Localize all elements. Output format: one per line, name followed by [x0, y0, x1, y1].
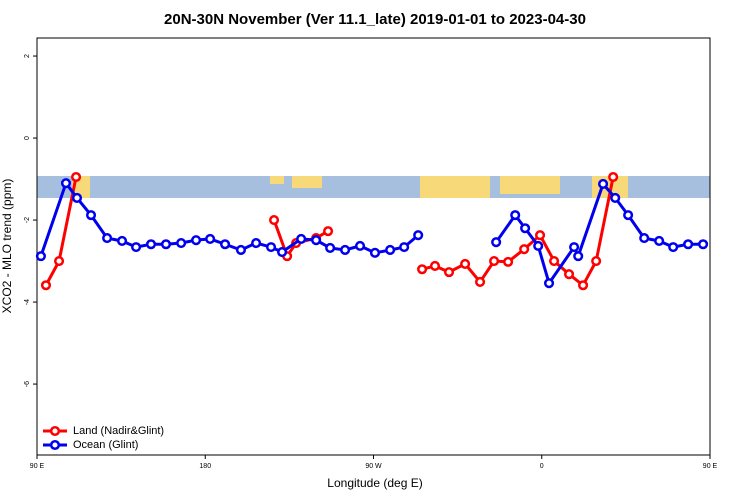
point — [176, 237, 187, 249]
point — [131, 242, 142, 253]
point — [160, 239, 172, 250]
point — [520, 223, 531, 234]
chart-title: 20N-30N November (Ver 11.1_late) 2019-01… — [164, 11, 586, 28]
point — [277, 246, 288, 258]
point — [443, 267, 455, 278]
point — [503, 256, 514, 267]
point — [325, 242, 336, 253]
point — [543, 278, 555, 289]
x-tick-label: 0 — [540, 463, 544, 470]
point — [549, 256, 560, 267]
point — [251, 237, 262, 249]
y-axis-label: XCO2 - MLO trend (ppm) — [0, 179, 14, 314]
series-line — [39, 179, 704, 287]
point — [578, 280, 589, 291]
point — [71, 171, 82, 183]
legend-marker — [49, 425, 61, 437]
point — [429, 260, 441, 272]
point — [623, 210, 634, 221]
point — [563, 269, 575, 280]
point — [296, 233, 307, 244]
point — [399, 242, 410, 253]
point — [683, 239, 694, 250]
x-axis-label: Longitude (deg E) — [327, 476, 422, 490]
y-tick-label: 0 — [24, 136, 31, 140]
point — [145, 239, 157, 250]
point — [191, 235, 202, 246]
point — [102, 233, 113, 244]
point — [573, 251, 584, 262]
point — [35, 251, 46, 262]
point — [668, 242, 679, 253]
point — [369, 247, 381, 258]
point — [608, 171, 619, 183]
point — [491, 237, 502, 248]
point — [610, 192, 621, 203]
x-tick-label: 90 W — [365, 463, 382, 470]
point — [266, 242, 277, 253]
point — [205, 233, 216, 244]
point — [311, 235, 322, 246]
point — [569, 242, 580, 253]
point — [85, 210, 97, 221]
x-tick-label: 180 — [199, 463, 211, 470]
y-tick-label: -6 — [24, 381, 31, 387]
point — [698, 239, 709, 250]
point — [519, 244, 530, 255]
point — [533, 240, 544, 251]
point — [235, 244, 247, 256]
legend-label: Land (Nadir&Glint) — [73, 425, 164, 437]
point — [268, 215, 280, 226]
point — [639, 233, 650, 244]
point — [354, 240, 366, 251]
point — [591, 256, 602, 267]
y-tick-label: -4 — [24, 299, 31, 305]
point — [535, 230, 546, 241]
point — [598, 178, 609, 190]
point — [654, 235, 665, 247]
point — [220, 239, 231, 250]
map-strip — [37, 176, 710, 198]
point — [40, 280, 52, 291]
point — [340, 244, 351, 256]
x-tick-label: 90 E — [30, 463, 45, 470]
point — [71, 192, 83, 203]
point — [460, 258, 471, 269]
point — [385, 244, 396, 256]
point — [489, 256, 500, 267]
point — [54, 256, 65, 267]
legend-label: Ocean (Glint) — [73, 439, 138, 451]
point — [117, 235, 128, 247]
point — [475, 276, 486, 288]
point — [413, 230, 424, 241]
point — [60, 178, 72, 189]
y-tick-label: 2 — [24, 54, 31, 58]
x-tick-label: 90 E — [703, 463, 718, 470]
y-tick-label: -2 — [24, 217, 31, 223]
point — [417, 264, 428, 275]
point — [510, 210, 521, 221]
legend-marker — [49, 439, 61, 451]
point — [323, 226, 334, 237]
